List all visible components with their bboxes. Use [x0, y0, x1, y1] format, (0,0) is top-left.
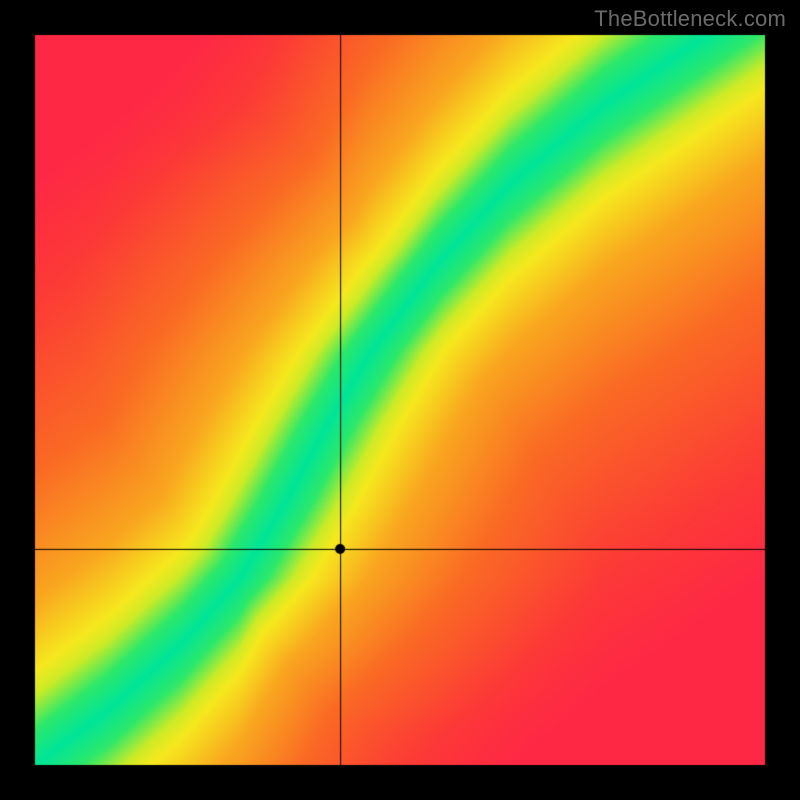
- watermark-text: TheBottleneck.com: [594, 6, 786, 32]
- bottleneck-heatmap: [0, 0, 800, 800]
